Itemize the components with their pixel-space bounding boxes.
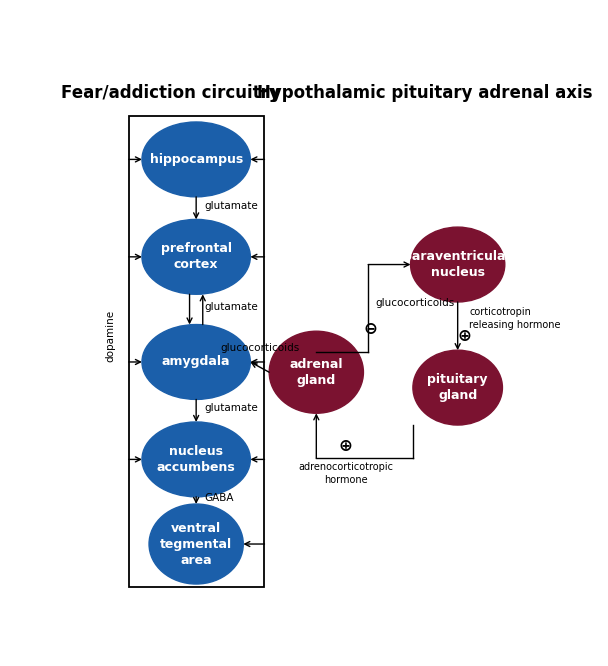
Text: ⊖: ⊖ xyxy=(364,320,378,338)
Text: amygdala: amygdala xyxy=(162,356,230,368)
Text: ⊕: ⊕ xyxy=(339,436,353,455)
Text: glutamate: glutamate xyxy=(205,200,258,210)
Text: glutamate: glutamate xyxy=(205,403,258,413)
FancyArrowPatch shape xyxy=(252,363,269,372)
Text: glucocorticoids: glucocorticoids xyxy=(375,298,454,308)
FancyArrowPatch shape xyxy=(368,262,409,267)
Ellipse shape xyxy=(142,324,250,400)
FancyArrowPatch shape xyxy=(129,360,140,364)
Ellipse shape xyxy=(413,350,502,425)
Ellipse shape xyxy=(142,219,250,294)
Text: ⊕: ⊕ xyxy=(458,327,472,346)
Text: Fear/addiction circuitry: Fear/addiction circuitry xyxy=(61,84,280,102)
FancyArrowPatch shape xyxy=(252,254,264,259)
Text: adrenal
gland: adrenal gland xyxy=(289,358,343,387)
FancyArrowPatch shape xyxy=(129,457,140,462)
Text: glutamate: glutamate xyxy=(205,302,258,312)
Text: prefrontal
cortex: prefrontal cortex xyxy=(161,242,232,271)
Text: adrenocorticotropic
hormone: adrenocorticotropic hormone xyxy=(299,462,393,485)
Text: hippocampus: hippocampus xyxy=(150,153,243,166)
FancyArrowPatch shape xyxy=(455,302,460,348)
Text: pituitary
gland: pituitary gland xyxy=(427,373,488,402)
FancyArrowPatch shape xyxy=(314,415,319,458)
Text: ventral
tegmental
area: ventral tegmental area xyxy=(160,521,232,567)
FancyArrowPatch shape xyxy=(252,457,264,462)
Text: glucocorticoids: glucocorticoids xyxy=(220,343,299,353)
FancyArrowPatch shape xyxy=(129,157,140,162)
FancyArrowPatch shape xyxy=(187,294,192,323)
FancyArrowPatch shape xyxy=(252,157,264,162)
FancyArrowPatch shape xyxy=(129,254,140,259)
FancyArrowPatch shape xyxy=(194,400,199,420)
FancyArrowPatch shape xyxy=(194,197,199,218)
Ellipse shape xyxy=(269,331,364,413)
Ellipse shape xyxy=(142,422,250,497)
Ellipse shape xyxy=(142,122,250,197)
Text: paraventricular
nucleus: paraventricular nucleus xyxy=(403,250,512,279)
Text: Hypothalamic pituitary adrenal axis: Hypothalamic pituitary adrenal axis xyxy=(257,84,592,102)
Text: corticotropin
releasing hormone: corticotropin releasing hormone xyxy=(469,307,561,330)
Text: dopamine: dopamine xyxy=(105,310,115,362)
FancyArrowPatch shape xyxy=(252,360,264,364)
Bar xyxy=(129,116,264,587)
Ellipse shape xyxy=(149,504,243,584)
FancyArrowPatch shape xyxy=(194,497,199,502)
Text: nucleus
accumbens: nucleus accumbens xyxy=(157,445,235,474)
FancyArrowPatch shape xyxy=(245,541,264,547)
Text: GABA: GABA xyxy=(205,493,234,503)
FancyArrowPatch shape xyxy=(200,296,206,324)
Ellipse shape xyxy=(410,227,505,302)
